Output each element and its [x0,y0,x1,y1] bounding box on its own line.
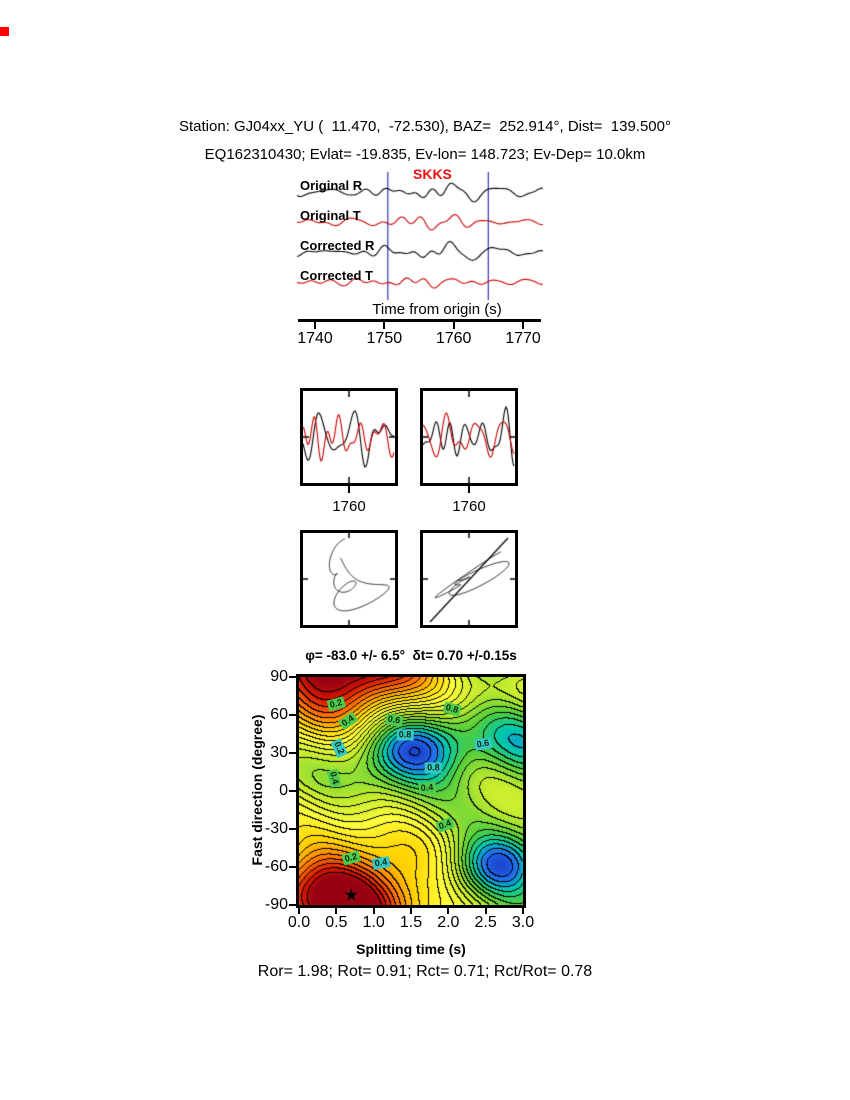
trace-label: Corrected R [300,238,375,253]
contour-y-axis-label: Fast direction (degree) [249,714,265,866]
trace-label: Corrected T [300,268,373,283]
contour-level-label: 0.4 [418,782,437,795]
contour-x-tick [522,908,524,914]
quality-ratios-line: Ror= 1.98; Rot= 0.91; Rct= 0.71; Rct/Rot… [257,963,593,980]
contour-x-tick-label: 0.5 [325,914,348,931]
time-tick [452,322,455,329]
time-axis-line [298,319,541,322]
particle-motion-canvas-left [303,533,395,625]
contour-y-tick-label: -30 [264,820,288,837]
zoom-waveform-canvas-right [423,391,515,483]
contour-x-tick-label: 2.0 [437,914,460,931]
contour-x-tick-label: 1.0 [362,914,385,931]
particle-motion-panel-left [300,530,398,628]
particle-motion-panel-right [420,530,518,628]
misfit-contour-canvas [299,677,523,905]
contour-plot-frame [296,674,526,908]
best-solution-star-icon: ★ [343,885,359,905]
zoom-window-panel-right [420,388,518,486]
contour-x-tick-label: 0.0 [287,914,311,931]
contour-y-tick-label: -60 [264,858,288,875]
contour-x-axis-label: Splitting time (s) [356,941,466,957]
contour-level-label: 0.8 [425,762,442,774]
time-tick-label: 1760 [435,330,472,347]
time-tick [521,322,524,329]
time-tick [383,322,386,329]
contour-y-tick-label: 0 [279,782,288,799]
contour-x-tick [447,908,450,914]
contour-x-tick [298,908,300,914]
event-info-header: EQ162310430; Evlat= -19.835, Ev-lon= 148… [204,146,646,163]
contour-y-tick [289,676,296,678]
zoom-axis-tick-label-left: 1760 [332,498,366,515]
contour-y-tick [289,904,296,906]
zoom-window-panel-left [300,388,398,486]
contour-x-tick [484,908,487,914]
contour-x-tick [410,908,412,914]
contour-x-tick [335,908,338,914]
contour-x-tick-label: 2.5 [474,914,497,931]
contour-x-tick-label: 3.0 [511,914,535,931]
time-tick-label: 1770 [505,330,541,347]
station-info-header: Station: GJ04xx_YU ( 11.470, -72.530), B… [178,118,671,135]
contour-y-tick [289,828,296,830]
time-tick [314,322,316,329]
contour-y-tick [289,790,296,792]
waveform-traces-canvas [295,170,545,310]
trace-label: Original T [300,208,361,223]
particle-motion-canvas-right [423,533,515,625]
contour-y-tick [289,866,296,868]
contour-y-tick-label: 60 [270,706,288,723]
contour-x-tick-label: 1.5 [399,914,423,931]
contour-y-tick-label: -90 [264,896,288,913]
contour-y-tick-label: 30 [270,744,288,761]
phase-label-skks: SKKS [413,166,452,182]
zoom-axis-tick-left [348,486,350,493]
time-axis-label: Time from origin (s) [372,301,502,318]
time-tick-label: 1740 [297,330,333,347]
zoom-axis-tick-right [468,486,470,493]
contour-y-tick [289,714,296,716]
contour-x-tick [372,908,375,914]
zoom-waveform-canvas-left [303,391,395,483]
contour-y-tick-label: 90 [270,668,288,685]
contour-y-tick [289,752,296,754]
trace-label: Original R [300,178,363,193]
zoom-axis-tick-label-right: 1760 [452,498,486,515]
corner-artifact-mark [0,27,9,36]
splitting-result-title: φ= -83.0 +/- 6.5° δt= 0.70 +/-0.15s [305,648,517,663]
time-tick-label: 1750 [366,330,403,347]
contour-level-label: 0.8 [396,729,414,741]
